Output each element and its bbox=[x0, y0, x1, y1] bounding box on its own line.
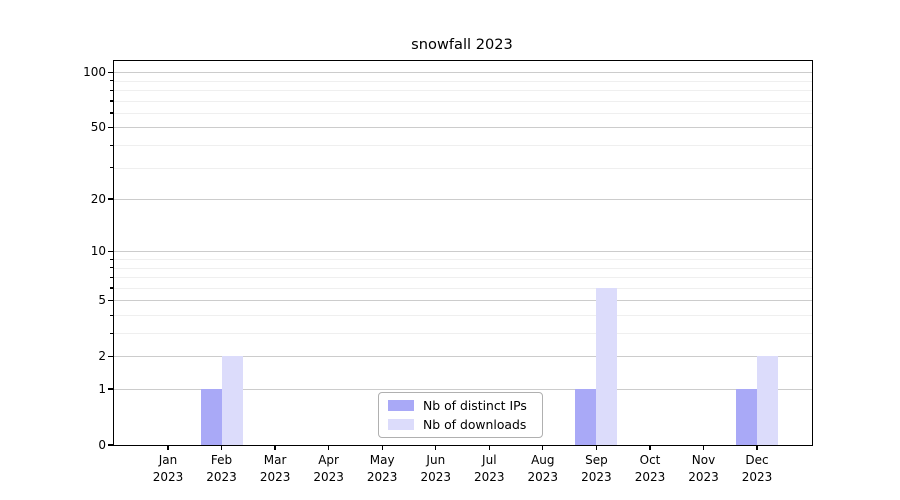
major-gridline bbox=[114, 389, 812, 390]
y-axis-tick bbox=[107, 126, 113, 129]
legend-item-downloads: Nb of downloads bbox=[388, 417, 542, 432]
bar-distinct-ips bbox=[200, 389, 222, 445]
chart-title: snowfall 2023 bbox=[411, 36, 513, 53]
minor-gridline bbox=[114, 167, 812, 169]
x-tick-label: Sep 2023 bbox=[581, 453, 612, 484]
y-tick-label: 2 bbox=[98, 349, 106, 364]
y-tick-label: 20 bbox=[90, 192, 106, 207]
y-axis-minor-tick bbox=[109, 332, 113, 334]
x-axis-tick bbox=[488, 445, 490, 450]
y-axis-minor-tick bbox=[109, 276, 113, 278]
y-tick-label: 5 bbox=[98, 293, 106, 308]
y-axis-minor-tick bbox=[109, 89, 113, 91]
y-axis-minor-tick bbox=[109, 112, 113, 114]
major-gridline bbox=[114, 72, 812, 74]
minor-gridline bbox=[114, 90, 812, 91]
x-tick-label: Dec 2023 bbox=[741, 453, 773, 484]
x-axis-tick bbox=[702, 445, 705, 450]
legend: Nb of distinct IPs Nb of downloads bbox=[378, 392, 543, 438]
legend-swatch-downloads bbox=[388, 419, 414, 430]
y-axis-tick bbox=[107, 355, 113, 357]
y-axis-tick bbox=[107, 299, 113, 301]
minor-gridline bbox=[114, 259, 812, 260]
minor-gridline bbox=[114, 267, 812, 269]
legend-label-downloads: Nb of downloads bbox=[423, 417, 527, 432]
y-axis-tick bbox=[107, 198, 113, 200]
y-axis-tick bbox=[107, 71, 113, 73]
minor-gridline bbox=[114, 315, 812, 316]
minor-gridline bbox=[114, 112, 812, 114]
bar-downloads bbox=[221, 356, 243, 445]
x-axis-tick bbox=[542, 445, 544, 450]
x-axis-tick bbox=[327, 445, 330, 450]
x-tick-label: Aug 2023 bbox=[527, 453, 559, 484]
x-axis-tick bbox=[756, 445, 758, 450]
major-gridline bbox=[114, 356, 812, 358]
major-gridline bbox=[114, 300, 812, 302]
x-tick-label: Oct 2023 bbox=[634, 453, 666, 484]
bar-downloads bbox=[757, 356, 778, 445]
x-axis-tick bbox=[220, 445, 223, 450]
y-axis-minor-tick bbox=[109, 258, 113, 260]
minor-gridline bbox=[114, 100, 812, 102]
legend-swatch-distinct-ips bbox=[388, 400, 414, 411]
x-tick-label: Mar 2023 bbox=[259, 453, 291, 484]
x-axis-tick bbox=[595, 445, 598, 450]
bar-distinct-ips bbox=[575, 389, 597, 445]
minor-gridline bbox=[114, 145, 812, 146]
major-gridline bbox=[114, 127, 812, 129]
x-tick-label: May 2023 bbox=[366, 453, 398, 484]
y-tick-label: 10 bbox=[90, 244, 106, 259]
y-tick-label: 0 bbox=[98, 438, 106, 452]
x-tick-label: Jul 2023 bbox=[474, 453, 505, 484]
bar-downloads bbox=[596, 287, 618, 445]
x-tick-label: Feb 2023 bbox=[206, 453, 237, 484]
y-axis-tick bbox=[107, 444, 113, 446]
y-tick-label: 50 bbox=[90, 120, 106, 135]
y-axis-minor-tick bbox=[109, 287, 113, 289]
y-axis-minor-tick bbox=[109, 80, 113, 82]
bar-distinct-ips bbox=[736, 389, 757, 445]
y-axis-minor-tick bbox=[109, 100, 113, 102]
legend-label-distinct-ips: Nb of distinct IPs bbox=[423, 398, 527, 413]
plot-area: 0 1 2 5 10 20 50 100 Jan 2023 Feb 2023 Mar 2023 Apr 202… bbox=[83, 60, 813, 484]
x-axis-tick bbox=[381, 445, 383, 450]
x-tick-label: Jan 2023 bbox=[152, 453, 184, 484]
x-tick-label: Apr 2023 bbox=[313, 453, 344, 484]
major-gridline bbox=[114, 199, 812, 201]
minor-gridline bbox=[114, 80, 812, 82]
x-axis-tick bbox=[649, 445, 651, 450]
y-tick-label: 100 bbox=[83, 65, 106, 80]
x-axis-tick bbox=[167, 445, 169, 450]
x-axis-tick bbox=[274, 445, 276, 450]
y-tick-label: 1 bbox=[98, 382, 106, 396]
minor-gridline bbox=[114, 277, 812, 278]
minor-gridline bbox=[114, 287, 812, 289]
x-tick-label: Jun 2023 bbox=[420, 453, 452, 484]
x-axis-tick bbox=[435, 445, 437, 450]
legend-item-distinct-ips: Nb of distinct IPs bbox=[388, 398, 542, 413]
y-axis-minor-tick bbox=[109, 167, 113, 169]
y-axis-minor-tick bbox=[109, 144, 113, 146]
y-axis-tick bbox=[107, 388, 113, 390]
y-axis-tick bbox=[107, 250, 113, 252]
y-axis-minor-tick bbox=[109, 314, 113, 316]
y-axis-minor-tick bbox=[109, 267, 113, 269]
minor-gridline bbox=[114, 333, 812, 334]
x-tick-label: Nov 2023 bbox=[688, 453, 719, 484]
major-gridline bbox=[114, 251, 812, 253]
